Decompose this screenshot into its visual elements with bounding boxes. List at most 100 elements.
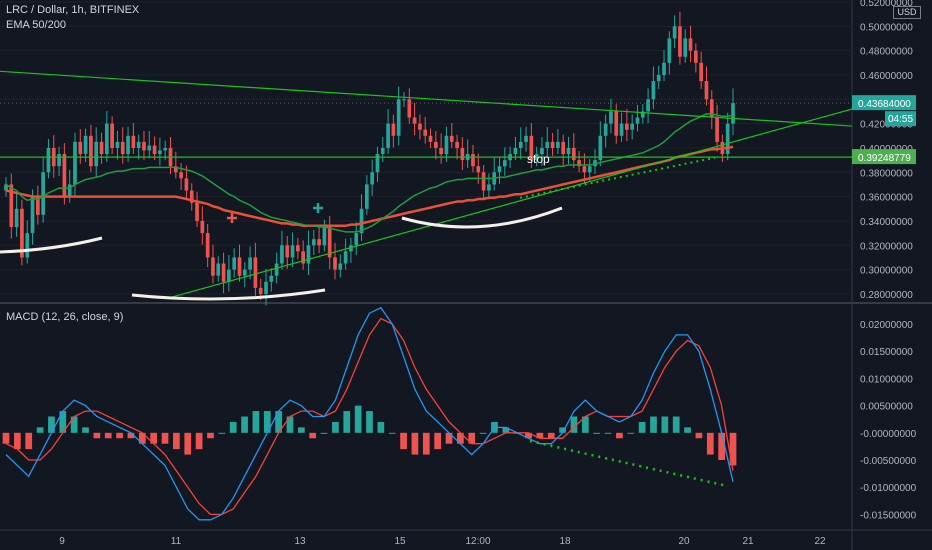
- histogram-bar: [525, 432, 532, 439]
- candle-body: [35, 196, 40, 215]
- candle-body: [221, 263, 226, 282]
- candle-body: [598, 135, 603, 161]
- candle-body: [577, 160, 581, 167]
- candle-body: [731, 102, 735, 124]
- macd-indicator-label[interactable]: MACD (12, 26, close, 9): [6, 311, 124, 323]
- candle-body: [136, 141, 141, 148]
- candle-body: [83, 135, 88, 155]
- histogram-bar: [82, 427, 89, 433]
- histogram-bar: [400, 432, 407, 450]
- histogram-bar: [457, 432, 464, 444]
- macd-tick-label: 0.02000000: [860, 320, 913, 331]
- histogram-bar: [411, 432, 419, 455]
- candle-body: [556, 141, 560, 148]
- candle-body: [41, 172, 45, 215]
- histogram-bar: [627, 432, 635, 434]
- candle-body: [184, 178, 189, 191]
- candle-body: [200, 220, 205, 234]
- candle-body: [126, 135, 130, 155]
- candle-body: [73, 141, 77, 185]
- price-tick-label: 0.38000000: [860, 168, 913, 179]
- price-tick-label: 0.52000000: [860, 0, 913, 9]
- histogram-bar: [650, 416, 657, 433]
- ascending-trendline: [169, 108, 853, 299]
- candle-body: [603, 123, 608, 136]
- histogram-bar: [297, 427, 305, 433]
- histogram-bar: [25, 432, 33, 450]
- price-tick-label: 0.46000000: [860, 71, 913, 82]
- candle-body: [349, 245, 353, 252]
- candle-body: [20, 208, 24, 258]
- price-tick-label: 0.50000000: [860, 22, 913, 33]
- ema200-line: [5, 145, 734, 228]
- histogram-bar: [388, 432, 396, 434]
- candle-body: [418, 123, 422, 130]
- candle-body: [242, 269, 247, 276]
- histogram-bar: [116, 432, 123, 439]
- candle-body: [619, 123, 624, 136]
- histogram-bar: [207, 432, 214, 439]
- candle-body: [380, 147, 385, 155]
- price-tick-label: 0.48000000: [860, 47, 913, 58]
- candle-body: [67, 184, 72, 197]
- candle-body: [635, 117, 640, 124]
- candle-body: [301, 251, 306, 264]
- candle-body: [227, 269, 231, 282]
- candle-body: [4, 184, 8, 191]
- candle-body: [296, 245, 300, 252]
- candle-body: [317, 239, 321, 246]
- price-tick-label: 0.30000000: [860, 266, 913, 277]
- candle-body: [216, 263, 221, 276]
- candle-body: [89, 135, 93, 167]
- candle-body: [640, 111, 645, 118]
- histogram-bar: [581, 416, 589, 433]
- histogram-bar: [604, 432, 612, 434]
- currency-label[interactable]: USD: [893, 6, 921, 19]
- candle-body: [110, 123, 114, 148]
- last-price-label: 0.43684000: [858, 99, 911, 110]
- candle-body: [656, 74, 661, 82]
- histogram-bar: [559, 427, 566, 433]
- histogram-bar: [70, 416, 78, 433]
- candle-body: [471, 154, 475, 167]
- histogram-bar: [320, 432, 328, 434]
- candle-body: [120, 141, 125, 155]
- macd-tick-label: -0.01500000: [860, 510, 917, 521]
- ema-indicator-label[interactable]: EMA 50/200: [6, 19, 66, 31]
- candle-body: [587, 166, 592, 173]
- candle-body: [280, 245, 284, 264]
- candle-body: [269, 275, 274, 282]
- histogram-bar: [150, 432, 158, 444]
- candle-body: [667, 38, 672, 63]
- candle-body: [78, 141, 83, 155]
- last-price-tag: [852, 95, 916, 111]
- candle-body: [444, 135, 449, 155]
- histogram-bar: [434, 432, 442, 450]
- histogram-bar: [14, 432, 21, 450]
- histogram-bar: [229, 421, 237, 433]
- histogram-bar: [570, 416, 578, 433]
- histogram-bar: [536, 432, 544, 439]
- candle-body: [205, 233, 210, 258]
- candle-body: [333, 257, 337, 270]
- candle-body: [683, 38, 688, 57]
- candle-body: [57, 154, 61, 167]
- candle-body: [502, 160, 507, 167]
- symbol-title: LRC / Dollar, 1h, BITFINEX: [6, 4, 140, 16]
- candle-body: [481, 172, 486, 191]
- histogram-bar: [138, 432, 146, 444]
- histogram-bar: [309, 432, 317, 439]
- candle-body: [62, 154, 67, 197]
- candle-body: [725, 123, 730, 155]
- support-price-label: 0.39248779: [858, 153, 911, 164]
- histogram-bar: [661, 416, 669, 433]
- histogram-bar: [48, 416, 55, 433]
- histogram-bar: [547, 432, 555, 439]
- histogram-bar: [468, 432, 476, 444]
- candle-body: [407, 99, 412, 118]
- candle-body: [709, 99, 714, 118]
- histogram-bar: [36, 427, 44, 433]
- candle-body: [646, 99, 650, 112]
- histogram-bar: [706, 432, 714, 455]
